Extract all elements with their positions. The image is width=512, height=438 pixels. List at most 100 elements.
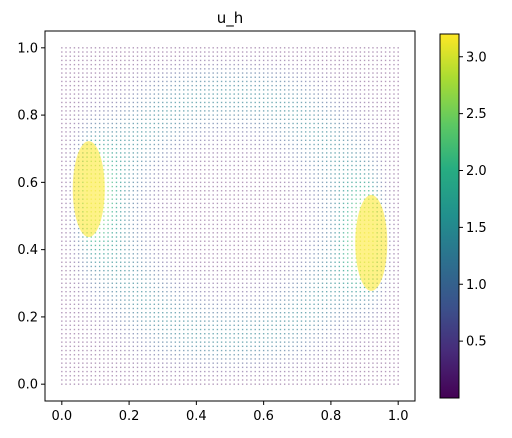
field-sample <box>199 257 202 259</box>
field-sample <box>208 76 210 78</box>
field-sample <box>250 316 252 318</box>
field-sample <box>73 253 76 255</box>
field-sample <box>86 282 88 284</box>
field-sample <box>288 135 290 137</box>
field-sample <box>246 80 248 83</box>
field-sample <box>271 274 273 276</box>
field-sample <box>241 122 244 125</box>
field-sample <box>107 127 109 129</box>
field-sample <box>124 114 126 116</box>
field-sample <box>225 47 227 49</box>
field-sample <box>162 345 164 348</box>
field-sample <box>174 248 177 251</box>
field-sample <box>145 76 147 78</box>
field-sample <box>229 194 231 196</box>
field-sample <box>73 105 76 108</box>
field-sample <box>237 341 240 343</box>
field-sample <box>288 84 290 87</box>
field-sample <box>98 68 101 70</box>
field-sample <box>86 295 88 297</box>
field-sample <box>300 101 303 104</box>
field-sample <box>225 55 227 57</box>
field-sample <box>241 375 244 377</box>
field-sample <box>208 202 210 205</box>
field-sample <box>132 190 134 192</box>
field-sample <box>204 328 206 331</box>
field-sample <box>216 337 219 339</box>
field-sample <box>246 282 248 284</box>
field-sample <box>65 68 67 70</box>
field-sample <box>119 211 122 213</box>
field-sample <box>241 236 244 238</box>
field-sample <box>300 110 303 112</box>
field-sample <box>208 345 210 348</box>
field-sample <box>233 269 235 272</box>
field-sample <box>262 345 265 348</box>
field-sample <box>275 269 277 272</box>
field-sample <box>187 349 189 352</box>
field-sample <box>267 55 269 57</box>
field-sample <box>86 139 88 142</box>
field-sample <box>162 366 164 369</box>
field-sample <box>229 93 231 95</box>
field-sample <box>178 240 181 242</box>
field-sample <box>128 337 130 339</box>
field-sample <box>309 194 311 196</box>
field-sample <box>229 84 231 87</box>
field-sample <box>145 337 147 339</box>
field-sample <box>220 211 223 213</box>
field-sample <box>69 370 71 373</box>
field-sample <box>292 307 294 310</box>
field-sample <box>187 358 189 360</box>
field-sample <box>262 349 265 352</box>
field-sample <box>136 97 139 99</box>
field-sample <box>65 122 67 125</box>
field-sample <box>69 202 71 205</box>
field-sample <box>178 219 181 221</box>
field-sample <box>288 114 290 116</box>
field-sample <box>77 370 80 373</box>
field-sample <box>296 383 298 385</box>
field-sample <box>149 227 151 230</box>
field-sample <box>296 143 298 146</box>
field-sample <box>267 219 269 221</box>
field-sample <box>69 278 71 280</box>
field-sample <box>296 354 298 356</box>
field-sample <box>128 244 130 247</box>
field-sample <box>149 354 151 356</box>
field-sample <box>246 370 248 373</box>
field-sample <box>288 118 290 120</box>
field-sample <box>250 345 252 348</box>
field-sample <box>288 345 290 348</box>
field-sample <box>279 76 282 78</box>
field-sample <box>103 370 105 373</box>
field-sample <box>65 257 67 259</box>
field-sample <box>187 143 189 146</box>
field-sample <box>141 206 143 209</box>
field-sample <box>283 76 286 78</box>
field-sample <box>237 295 240 297</box>
field-sample <box>241 383 244 385</box>
field-sample <box>111 278 113 280</box>
field-sample <box>250 131 252 133</box>
field-sample <box>317 345 319 348</box>
field-sample <box>237 370 240 373</box>
field-sample <box>237 173 240 175</box>
field-sample <box>98 47 101 49</box>
field-sample <box>225 223 227 226</box>
field-sample <box>65 55 67 57</box>
field-sample <box>208 206 210 209</box>
field-sample <box>300 223 303 226</box>
field-sample <box>288 341 290 343</box>
field-sample <box>313 219 315 221</box>
field-sample <box>124 274 126 276</box>
field-sample <box>208 232 210 234</box>
field-sample <box>187 76 189 78</box>
field-sample <box>254 366 256 369</box>
field-sample <box>296 93 298 95</box>
field-sample <box>86 253 88 255</box>
field-sample <box>65 227 67 230</box>
field-sample <box>204 97 206 99</box>
field-sample <box>98 349 101 352</box>
field-sample <box>82 320 84 322</box>
